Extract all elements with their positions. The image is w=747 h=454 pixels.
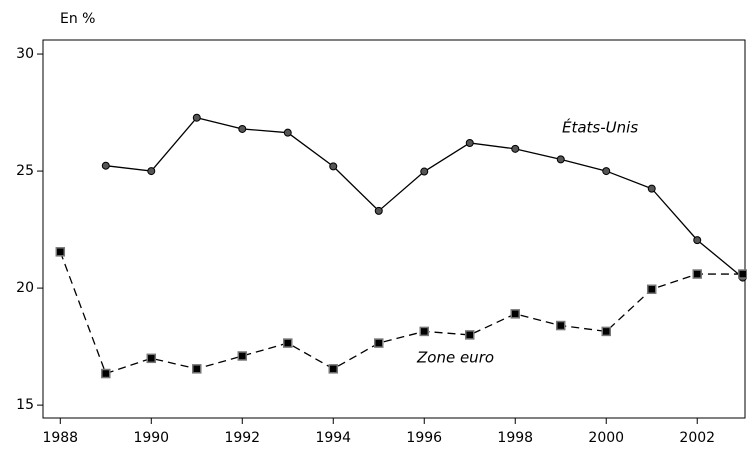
point — [693, 236, 702, 245]
point — [646, 284, 657, 295]
plot-frame — [42, 39, 746, 419]
point — [192, 364, 202, 374]
point — [283, 128, 292, 137]
point — [238, 124, 247, 133]
point — [147, 167, 156, 176]
point — [420, 167, 429, 176]
point — [511, 144, 520, 153]
point — [737, 269, 747, 279]
x-tick-label: 1992 — [224, 430, 260, 446]
x-tick-label: 1988 — [42, 430, 78, 446]
point — [329, 162, 338, 171]
point — [374, 338, 384, 348]
y-tick-label: 25 — [16, 163, 34, 179]
x-tick-label: 2000 — [588, 430, 624, 446]
x-tick-label: 1998 — [497, 430, 533, 446]
x-tick-label: 1996 — [406, 430, 442, 446]
series-line — [105, 116, 744, 279]
point — [601, 326, 611, 337]
point — [374, 206, 383, 215]
point — [465, 330, 475, 340]
point — [237, 351, 248, 361]
x-tick-label: 2002 — [679, 430, 715, 446]
point — [101, 161, 110, 170]
point — [283, 338, 293, 348]
point — [602, 167, 611, 176]
point — [510, 309, 520, 319]
series-label: Zone euro — [416, 349, 494, 367]
y-tick-label: 30 — [16, 46, 34, 62]
point — [101, 368, 111, 379]
point — [556, 155, 565, 164]
point — [328, 364, 339, 374]
point — [146, 353, 157, 364]
point — [192, 113, 201, 122]
series-line — [59, 251, 743, 375]
point — [692, 269, 702, 279]
y-unit-label: En % — [60, 11, 95, 27]
x-tick-label: 1990 — [133, 430, 169, 446]
y-tick-label: 20 — [16, 280, 34, 296]
y-tick-label: 15 — [16, 397, 34, 413]
point — [465, 138, 474, 147]
series-label: États-Unis — [562, 118, 638, 137]
point — [419, 326, 430, 337]
point — [647, 184, 656, 193]
point — [555, 320, 566, 331]
x-tick-label: 1994 — [315, 430, 351, 446]
point — [55, 247, 66, 257]
